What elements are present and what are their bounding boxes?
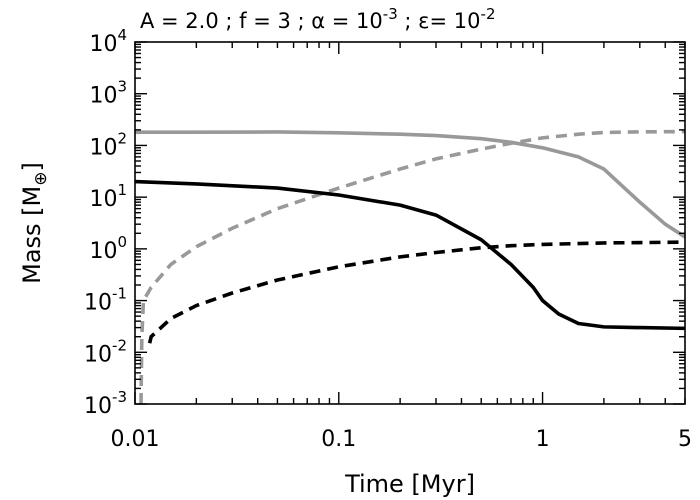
- series-gray-solid: [135, 130, 685, 239]
- y-tick-base: 10: [89, 239, 117, 264]
- y-tick-exp: 2: [117, 129, 127, 147]
- y-label-close: ]: [18, 162, 46, 171]
- y-tick-exp: -2: [112, 336, 127, 354]
- x-tick-label: 5: [678, 427, 692, 452]
- y-tick-label: 10-1: [84, 285, 127, 316]
- y-label-sub: ⊕: [31, 172, 51, 186]
- title-part: A = 2.0 ; f = 3 ; α = 10: [140, 9, 383, 33]
- y-tick-base: 10: [89, 32, 117, 57]
- series-group: [135, 129, 685, 404]
- x-tick-label: 1: [536, 427, 550, 452]
- title-part: -2: [481, 5, 496, 23]
- series-black-dashed: [147, 240, 685, 344]
- y-tick-base: 10: [89, 135, 117, 160]
- y-tick-exp: 0: [117, 233, 127, 251]
- y-tick-base: 10: [84, 394, 112, 419]
- x-tick-label: 0.01: [111, 427, 160, 452]
- y-tick-label: 103: [89, 78, 127, 109]
- chart-title: A = 2.0 ; f = 3 ; α = 10-3 ; ε= 10-2: [140, 5, 496, 33]
- x-tick-label: 0.1: [321, 427, 356, 452]
- y-tick-exp: 1: [117, 181, 127, 199]
- y-tick-exp: 4: [117, 26, 127, 44]
- series-gray-dashed: [139, 129, 685, 404]
- y-tick-exp: -1: [112, 285, 127, 303]
- y-tick-label: 104: [89, 26, 127, 57]
- series-black-solid: [135, 179, 685, 331]
- x-axis-label: Time [Myr]: [344, 470, 475, 498]
- y-tick-base: 10: [84, 291, 112, 316]
- plot-frame: [134, 41, 686, 405]
- y-tick-base: 10: [84, 342, 112, 367]
- y-tick-label: 10-2: [84, 336, 127, 367]
- title-part: -3: [383, 5, 398, 23]
- y-tick-label: 10-3: [84, 388, 127, 419]
- plot-area: [135, 129, 685, 404]
- y-tick-base: 10: [89, 84, 117, 109]
- x-axis-ticks: 0.01 0.1 1 5: [111, 42, 692, 452]
- title-part: ; ε= 10: [398, 9, 481, 33]
- y-tick-label: 100: [89, 233, 127, 264]
- y-axis-label: Mass [M⊕]: [18, 162, 51, 284]
- y-tick-label: 101: [89, 181, 127, 212]
- y-label-text: Mass [M: [18, 186, 46, 284]
- y-tick-exp: 3: [117, 78, 127, 96]
- y-tick-base: 10: [89, 187, 117, 212]
- y-tick-label: 102: [89, 129, 127, 160]
- y-tick-exp: -3: [112, 388, 127, 406]
